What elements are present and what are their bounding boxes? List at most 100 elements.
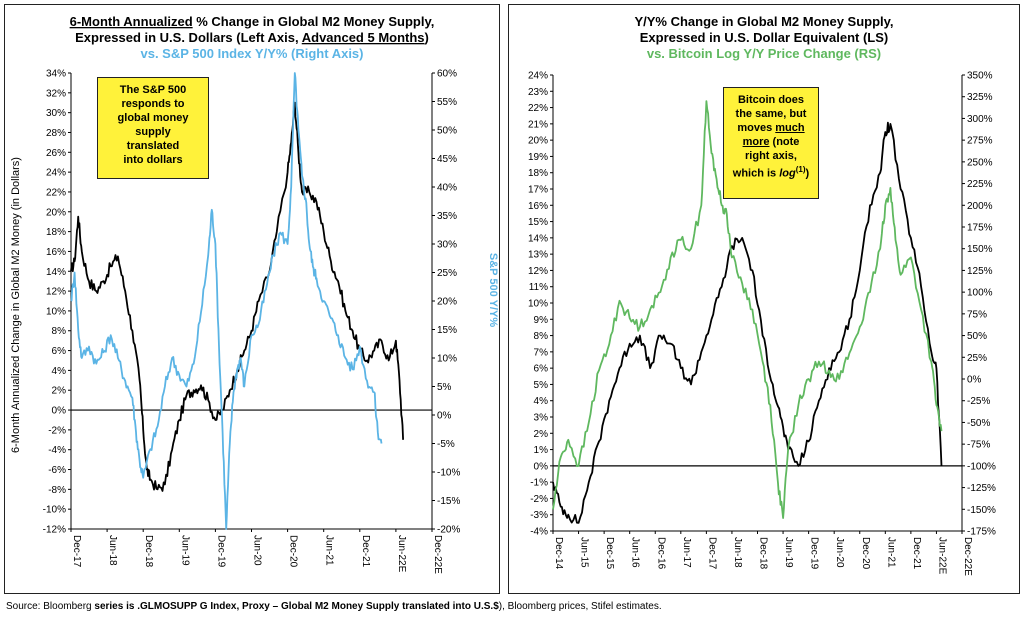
right-x-tick-label: Jun-19 xyxy=(783,537,794,568)
left-left-tick-label: 4% xyxy=(52,366,67,377)
left-right-tick-label: -20% xyxy=(437,525,460,536)
right-left-tick-label: 19% xyxy=(528,152,548,163)
right-x-tick-label: Jun-15 xyxy=(579,537,590,568)
left-left-tick-label: 26% xyxy=(46,148,66,159)
left-x-tick-label: Jun-21 xyxy=(324,535,335,566)
left-right-tick-label: 50% xyxy=(437,126,457,137)
left-x-tick-label: Dec-22E xyxy=(432,535,443,574)
right-series-left-line xyxy=(552,121,943,524)
right-annotation-line: the same, but xyxy=(735,108,807,120)
left-right-tick-label: 45% xyxy=(437,154,457,165)
right-right-tick-label: 50% xyxy=(967,331,987,342)
right-right-tick-label: 100% xyxy=(967,288,993,299)
right-right-tick-label: 25% xyxy=(967,353,987,364)
right-title-line2: Expressed in U.S. Dollar Equivalent (LS) xyxy=(640,30,889,45)
left-right-tick-label: 25% xyxy=(437,268,457,279)
left-left-tick-label: -10% xyxy=(43,505,66,516)
right-annotation-box: Bitcoin does the same, but moves much mo… xyxy=(723,87,819,199)
left-right-tick-label: 30% xyxy=(437,240,457,251)
left-x-tick-label: Dec-18 xyxy=(143,535,154,568)
left-right-tick-label: -5% xyxy=(437,439,455,450)
right-x-tick-label: Dec-14 xyxy=(553,537,564,570)
right-left-tick-label: 7% xyxy=(534,347,549,358)
left-chart: 6-Month Annualized % Change in Global M2… xyxy=(10,14,499,575)
left-left-tick-label: 18% xyxy=(46,227,66,238)
right-title-line3: vs. Bitcoin Log Y/Y Price Change (RS) xyxy=(647,46,881,61)
right-annotation-line: moves much xyxy=(737,122,805,134)
right-right-tick-label: -50% xyxy=(967,418,990,429)
right-left-tick-label: 22% xyxy=(528,103,548,114)
left-right-tick-label: 5% xyxy=(437,382,452,393)
left-series-right-line xyxy=(70,72,383,530)
right-left-tick-label: 15% xyxy=(528,217,548,228)
left-left-tick-label: 30% xyxy=(46,108,66,119)
left-right-tick-label: 40% xyxy=(437,183,457,194)
left-right-tick-label: 60% xyxy=(437,69,457,80)
right-x-tick-label: Dec-15 xyxy=(604,537,615,570)
right-left-tick-label: 12% xyxy=(528,266,548,277)
left-title-line3: vs. S&P 500 Index Y/Y% (Right Axis) xyxy=(140,46,363,61)
left-left-tick-label: -12% xyxy=(43,525,66,536)
right-x-tick-label: Dec-16 xyxy=(655,537,666,570)
left-right-tick-label: 20% xyxy=(437,297,457,308)
right-left-tick-label: 23% xyxy=(528,87,548,98)
right-x-tick-label: Jun-17 xyxy=(681,537,692,568)
right-chart: Y/Y% Change in Global M2 Money Supply, E… xyxy=(528,14,996,576)
right-x-tick-label: Jun-21 xyxy=(885,537,896,568)
right-left-tick-label: -1% xyxy=(530,478,548,489)
left-left-tick-label: 12% xyxy=(46,287,66,298)
right-x-tick-label: Jun-22E xyxy=(936,537,947,575)
right-right-tick-label: 250% xyxy=(967,157,993,168)
right-left-tick-label: 20% xyxy=(528,136,548,147)
left-annotation-line: into dollars xyxy=(123,154,183,166)
right-left-tick-label: 4% xyxy=(534,396,549,407)
right-left-tick-label: 1% xyxy=(534,445,549,456)
left-left-tick-label: 34% xyxy=(46,69,66,80)
right-right-tick-label: 325% xyxy=(967,92,993,103)
right-annotation-line: which is log(1)) xyxy=(732,165,810,180)
right-left-tick-label: 24% xyxy=(528,71,548,82)
right-x-tick-label: Dec-19 xyxy=(809,537,820,570)
right-left-tick-label: 2% xyxy=(534,429,549,440)
left-left-tick-label: 14% xyxy=(46,267,66,278)
right-chart-panel: Y/Y% Change in Global M2 Money Supply, E… xyxy=(508,4,1020,594)
left-chart-panel: 6-Month Annualized % Change in Global M2… xyxy=(4,4,500,594)
left-plot-area: -12% -10% -8% -6% -4% -2% 0% 2% 4% 6% 8% 10% 12% 14% 1… xyxy=(43,69,461,575)
right-left-tick-label: 13% xyxy=(528,250,548,261)
right-right-tick-label: 300% xyxy=(967,114,993,125)
left-x-tick-label: Dec-21 xyxy=(360,535,371,568)
right-right-tick-label: -175% xyxy=(967,527,996,538)
left-left-tick-label: 8% xyxy=(52,326,67,337)
right-x-tick-label: Dec-20 xyxy=(860,537,871,570)
left-annotation-line: The S&P 500 xyxy=(119,84,187,96)
right-right-tick-label: -100% xyxy=(967,461,996,472)
left-left-tick-label: 22% xyxy=(46,187,66,198)
right-left-tick-label: 18% xyxy=(528,168,548,179)
left-annotation-box: The S&P 500 responds to global money sup… xyxy=(97,77,209,179)
left-annotation-line: translated xyxy=(126,140,180,152)
left-right-tick-label: 10% xyxy=(437,354,457,365)
left-annotation-line: supply xyxy=(135,126,171,138)
right-left-tick-label: 8% xyxy=(534,331,549,342)
right-left-tick-label: 6% xyxy=(534,364,549,375)
right-right-tick-label: 0% xyxy=(967,375,982,386)
right-x-tick-label: Jun-16 xyxy=(630,537,641,568)
right-right-tick-label: 125% xyxy=(967,266,993,277)
left-left-tick-label: -2% xyxy=(48,425,66,436)
left-x-tick-label: Dec-20 xyxy=(288,535,299,568)
left-right-tick-label: 15% xyxy=(437,325,457,336)
left-left-tick-label: -4% xyxy=(48,445,66,456)
left-left-tick-label: 32% xyxy=(46,88,66,99)
right-right-tick-label: 225% xyxy=(967,179,993,190)
left-right-tick-label: 35% xyxy=(437,211,457,222)
left-left-tick-label: -6% xyxy=(48,465,66,476)
left-left-tick-label: 2% xyxy=(52,386,67,397)
left-right-tick-label: 55% xyxy=(437,97,457,108)
left-x-tick-label: Dec-19 xyxy=(215,535,226,568)
right-x-tick-label: Dec-21 xyxy=(911,537,922,570)
left-left-tick-label: 16% xyxy=(46,247,66,258)
right-left-tick-label: 10% xyxy=(528,299,548,310)
left-right-tick-label: -15% xyxy=(437,496,460,507)
right-left-tick-label: -3% xyxy=(530,510,548,521)
left-left-tick-label: 10% xyxy=(46,306,66,317)
